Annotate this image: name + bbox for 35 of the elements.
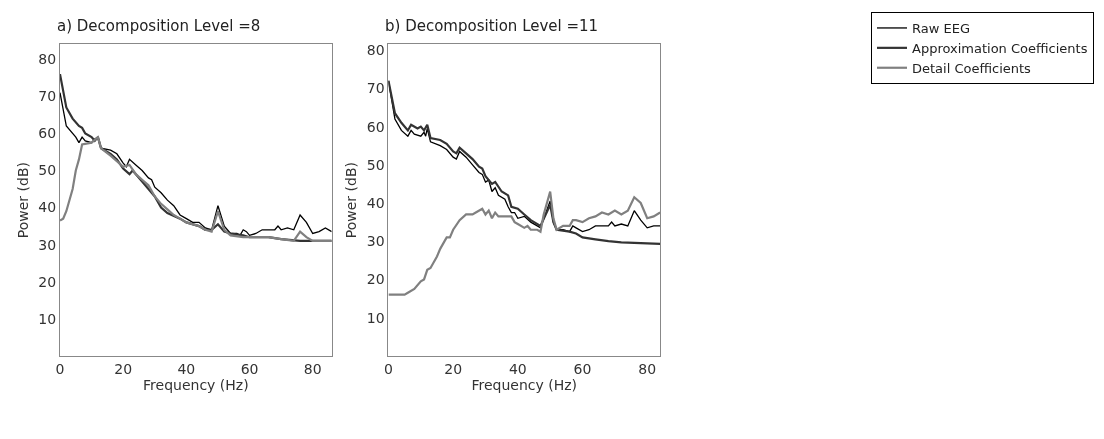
x-tick-label: 80	[638, 360, 657, 377]
legend-label: Detail Coefficients	[912, 60, 1032, 76]
y-axis-title: Power (dB)	[343, 162, 360, 239]
x-tick-label: 60	[240, 360, 259, 377]
x-axis-title: Frequency (Hz)	[471, 376, 578, 393]
y-tick-label: 70	[38, 88, 57, 105]
x-tick-label: 0	[55, 360, 65, 377]
x-axis-title: Frequency (Hz)	[143, 376, 249, 393]
chart-title: b) Decomposition Level =11	[385, 17, 599, 35]
y-tick-label: 40	[38, 199, 57, 216]
y-tick-label: 70	[366, 80, 385, 97]
y-tick-label: 60	[38, 125, 57, 142]
x-tick-label: 60	[573, 360, 592, 377]
x-tick-label: 0	[383, 360, 393, 377]
y-tick-label: 20	[38, 273, 57, 290]
y-tick-label: 30	[38, 236, 57, 253]
x-tick-label: 40	[177, 360, 196, 377]
y-tick-label: 60	[366, 118, 385, 135]
y-tick-label: 20	[366, 271, 385, 288]
x-tick-label: 20	[114, 360, 133, 377]
y-tick-label: 10	[366, 309, 385, 326]
y-tick-label: 40	[366, 194, 385, 211]
x-tick-label: 40	[508, 360, 527, 377]
y-axis-title: Power (dB)	[14, 162, 31, 239]
x-tick-label: 20	[444, 360, 463, 377]
y-tick-label: 50	[38, 162, 57, 179]
y-tick-label: 30	[366, 233, 385, 250]
legend-label: Approximation Coefficients	[912, 40, 1088, 56]
y-tick-label: 10	[38, 310, 57, 327]
chart-title: a) Decomposition Level =8	[57, 17, 261, 35]
y-tick-label: 80	[366, 42, 385, 59]
x-tick-label: 80	[303, 360, 322, 377]
y-tick-label: 80	[38, 51, 57, 68]
y-tick-label: 50	[366, 156, 385, 173]
legend-label: Raw EEG	[912, 21, 970, 37]
